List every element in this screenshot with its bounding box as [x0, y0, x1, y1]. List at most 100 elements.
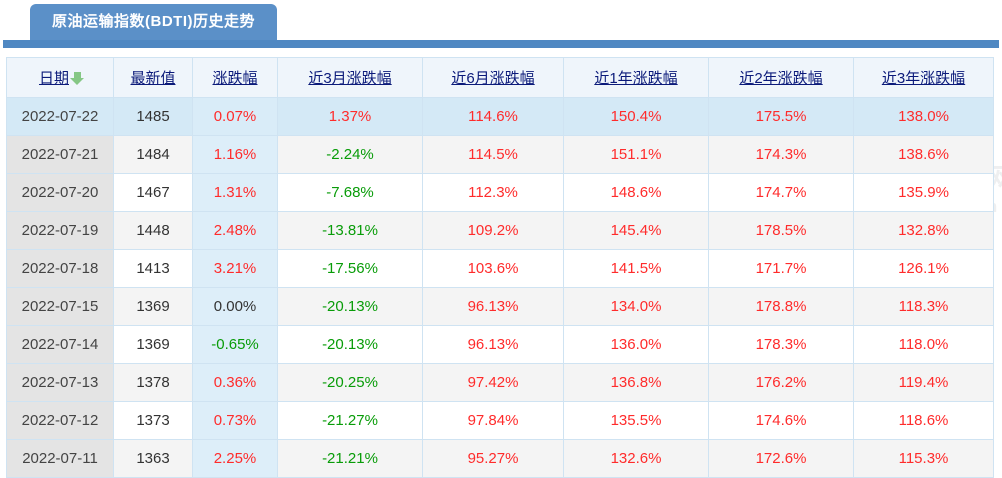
date-cell: 2022-07-22: [6, 97, 114, 136]
column-header-8[interactable]: 近3年涨跌幅: [853, 57, 994, 98]
value-cell: 135.9%: [853, 173, 994, 212]
date-cell: 2022-07-20: [6, 173, 114, 212]
date-cell: 2022-07-15: [6, 287, 114, 326]
date-cell: 2022-07-21: [6, 135, 114, 174]
column-header-label: 最新值: [130, 70, 176, 87]
value-cell: 1369: [113, 287, 193, 326]
value-cell: -0.65%: [192, 325, 278, 364]
value-cell: 96.13%: [422, 325, 564, 364]
value-cell: 2.48%: [192, 211, 278, 250]
value-cell: 175.5%: [708, 97, 854, 136]
value-cell: 0.07%: [192, 97, 278, 136]
value-cell: 132.6%: [563, 439, 709, 478]
date-cell: 2022-07-18: [6, 249, 114, 288]
value-cell: 174.6%: [708, 401, 854, 440]
tab-bdti-history[interactable]: 原油运输指数(BDTI)历史走势: [30, 4, 277, 40]
table-row: 2022-07-15 1369 0.00% -20.13% 96.13% 134.0% 17…: [6, 287, 994, 326]
value-cell: 1467: [113, 173, 193, 212]
value-cell: 172.6%: [708, 439, 854, 478]
value-cell: -21.27%: [277, 401, 423, 440]
value-cell: 135.5%: [563, 401, 709, 440]
date-cell: 2022-07-14: [6, 325, 114, 364]
value-cell: 174.7%: [708, 173, 854, 212]
value-cell: 171.7%: [708, 249, 854, 288]
value-cell: 178.5%: [708, 211, 854, 250]
value-cell: 118.6%: [853, 401, 994, 440]
value-cell: 114.6%: [422, 97, 564, 136]
date-cell: 2022-07-11: [6, 439, 114, 478]
table-body: 2022-07-22 1485 0.07% 1.37% 114.6% 150.4% 175.…: [6, 97, 994, 478]
value-cell: -21.21%: [277, 439, 423, 478]
value-cell: 148.6%: [563, 173, 709, 212]
value-cell: -13.81%: [277, 211, 423, 250]
value-cell: 115.3%: [853, 439, 994, 478]
table-row: 2022-07-21 1484 1.16% -2.24% 114.5% 151.1% 174…: [6, 135, 994, 174]
table-row: 2022-07-22 1485 0.07% 1.37% 114.6% 150.4% 175.…: [6, 97, 994, 136]
value-cell: 1.31%: [192, 173, 278, 212]
value-cell: 0.00%: [192, 287, 278, 326]
value-cell: 2.25%: [192, 439, 278, 478]
tab-underline-bar: [3, 40, 999, 48]
value-cell: 1484: [113, 135, 193, 174]
value-cell: 3.21%: [192, 249, 278, 288]
value-cell: 151.1%: [563, 135, 709, 174]
value-cell: -2.24%: [277, 135, 423, 174]
value-cell: 0.73%: [192, 401, 278, 440]
column-header-label: 近3月涨跌幅: [308, 70, 392, 87]
column-header-label: 近3年涨跌幅: [881, 70, 966, 87]
column-header-5[interactable]: 近6月涨跌幅: [422, 57, 564, 98]
date-cell: 2022-07-19: [6, 211, 114, 250]
value-cell: 145.4%: [563, 211, 709, 250]
sort-desc-arrow-icon: [70, 72, 84, 85]
table-row: 2022-07-14 1369 -0.65% -20.13% 96.13% 136.0% 1…: [6, 325, 994, 364]
column-header-3[interactable]: 涨跌幅: [192, 57, 278, 98]
value-cell: 118.3%: [853, 287, 994, 326]
table-row: 2022-07-12 1373 0.73% -21.27% 97.84% 135.5% 17…: [6, 401, 994, 440]
value-cell: 119.4%: [853, 363, 994, 402]
column-header-label: 近6月涨跌幅: [451, 70, 535, 87]
value-cell: 114.5%: [422, 135, 564, 174]
column-header-6[interactable]: 近1年涨跌幅: [563, 57, 709, 98]
value-cell: 126.1%: [853, 249, 994, 288]
column-header-label: 近2年涨跌幅: [739, 70, 823, 87]
value-cell: 103.6%: [422, 249, 564, 288]
value-cell: 1369: [113, 325, 193, 364]
value-cell: 1378: [113, 363, 193, 402]
bdti-history-table: 日期 最新值 涨跌幅 近3月涨跌幅 近6月涨跌幅 近1年涨跌幅 近2年涨跌幅 近3年涨跌幅 2…: [6, 57, 994, 478]
value-cell: 174.3%: [708, 135, 854, 174]
value-cell: 134.0%: [563, 287, 709, 326]
table-row: 2022-07-19 1448 2.48% -13.81% 109.2% 145.4% 17…: [6, 211, 994, 250]
value-cell: 150.4%: [563, 97, 709, 136]
column-header-1[interactable]: 日期: [6, 57, 114, 98]
value-cell: 118.0%: [853, 325, 994, 364]
value-cell: 1363: [113, 439, 193, 478]
value-cell: -7.68%: [277, 173, 423, 212]
value-cell: 176.2%: [708, 363, 854, 402]
column-header-2[interactable]: 最新值: [113, 57, 193, 98]
value-cell: 97.42%: [422, 363, 564, 402]
column-header-7[interactable]: 近2年涨跌幅: [708, 57, 854, 98]
value-cell: 178.8%: [708, 287, 854, 326]
value-cell: 109.2%: [422, 211, 564, 250]
header-row: 日期 最新值 涨跌幅 近3月涨跌幅 近6月涨跌幅 近1年涨跌幅 近2年涨跌幅 近3年涨跌幅: [6, 57, 994, 98]
value-cell: 138.0%: [853, 97, 994, 136]
column-header-4[interactable]: 近3月涨跌幅: [277, 57, 423, 98]
value-cell: 112.3%: [422, 173, 564, 212]
value-cell: 1485: [113, 97, 193, 136]
value-cell: -20.13%: [277, 287, 423, 326]
date-cell: 2022-07-13: [6, 363, 114, 402]
table-row: 2022-07-13 1378 0.36% -20.25% 97.42% 136.8% 17…: [6, 363, 994, 402]
value-cell: 178.3%: [708, 325, 854, 364]
value-cell: -17.56%: [277, 249, 423, 288]
table-row: 2022-07-11 1363 2.25% -21.21% 95.27% 132.6% 17…: [6, 439, 994, 478]
value-cell: 136.8%: [563, 363, 709, 402]
table-row: 2022-07-18 1413 3.21% -17.56% 103.6% 141.5% 17…: [6, 249, 994, 288]
value-cell: -20.13%: [277, 325, 423, 364]
column-header-label: 近1年涨跌幅: [594, 70, 678, 87]
value-cell: -20.25%: [277, 363, 423, 402]
value-cell: 96.13%: [422, 287, 564, 326]
value-cell: 97.84%: [422, 401, 564, 440]
date-cell: 2022-07-12: [6, 401, 114, 440]
value-cell: 1448: [113, 211, 193, 250]
value-cell: 1373: [113, 401, 193, 440]
